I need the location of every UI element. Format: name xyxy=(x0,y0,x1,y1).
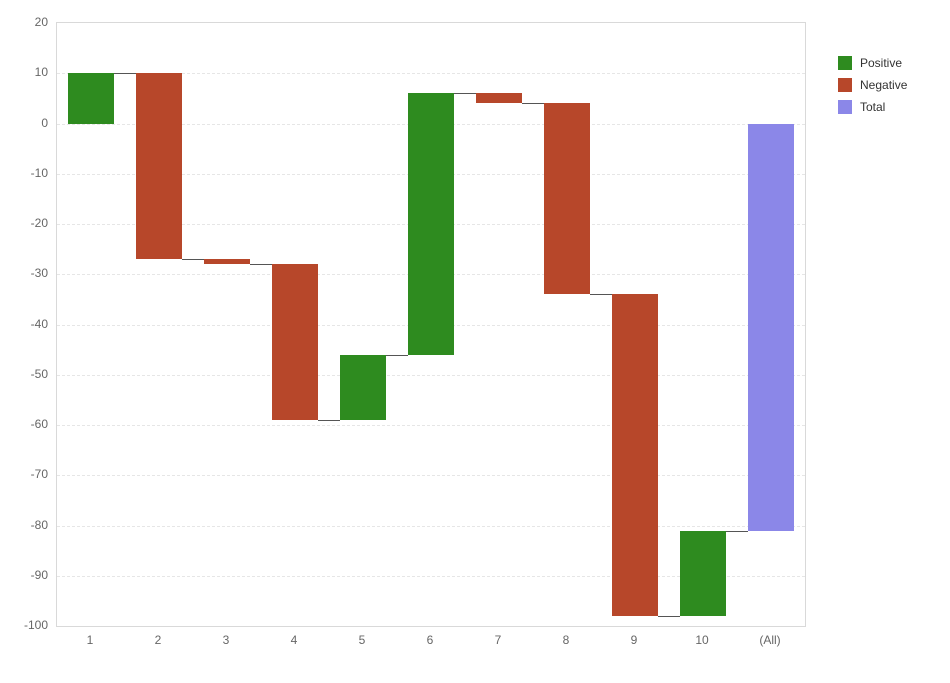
y-tick-label: -50 xyxy=(0,367,48,381)
y-tick-label: -70 xyxy=(0,467,48,481)
connector-line xyxy=(726,531,748,532)
x-tick-label: 2 xyxy=(155,633,162,647)
x-tick-label: 1 xyxy=(87,633,94,647)
waterfall-bar[interactable] xyxy=(340,355,386,420)
waterfall-bar[interactable] xyxy=(68,73,114,123)
connector-line xyxy=(658,616,680,617)
waterfall-bar[interactable] xyxy=(408,93,454,354)
connector-line xyxy=(182,259,204,260)
y-tick-label: -90 xyxy=(0,568,48,582)
legend-swatch xyxy=(838,78,852,92)
gridline xyxy=(57,475,805,476)
connector-line xyxy=(522,103,544,104)
legend-label: Negative xyxy=(860,78,907,92)
x-tick-label: 5 xyxy=(359,633,366,647)
waterfall-bar[interactable] xyxy=(544,103,590,294)
y-tick-label: -60 xyxy=(0,417,48,431)
y-tick-label: 10 xyxy=(0,65,48,79)
connector-line xyxy=(386,355,408,356)
y-tick-label: -10 xyxy=(0,166,48,180)
x-tick-label: 10 xyxy=(695,633,708,647)
connector-line xyxy=(454,93,476,94)
gridline xyxy=(57,375,805,376)
y-tick-label: -80 xyxy=(0,518,48,532)
legend-swatch xyxy=(838,56,852,70)
waterfall-chart: -100-90-80-70-60-50-40-30-20-1001020 123… xyxy=(0,0,950,683)
y-tick-label: -40 xyxy=(0,317,48,331)
legend: Positive Negative Total xyxy=(838,56,907,122)
y-tick-label: 20 xyxy=(0,15,48,29)
y-tick-label: -30 xyxy=(0,266,48,280)
legend-item[interactable]: Total xyxy=(838,100,907,114)
waterfall-bar[interactable] xyxy=(748,124,794,531)
connector-line xyxy=(590,294,612,295)
x-tick-label: 3 xyxy=(223,633,230,647)
waterfall-bar[interactable] xyxy=(272,264,318,420)
waterfall-bar[interactable] xyxy=(476,93,522,103)
y-tick-label: -20 xyxy=(0,216,48,230)
waterfall-bar[interactable] xyxy=(680,531,726,616)
x-tick-label: 7 xyxy=(495,633,502,647)
x-tick-label: 4 xyxy=(291,633,298,647)
legend-swatch xyxy=(838,100,852,114)
legend-item[interactable]: Negative xyxy=(838,78,907,92)
y-tick-label: -100 xyxy=(0,618,48,632)
x-tick-label: (All) xyxy=(759,633,780,647)
waterfall-bar[interactable] xyxy=(204,259,250,264)
x-tick-label: 8 xyxy=(563,633,570,647)
gridline xyxy=(57,526,805,527)
connector-line xyxy=(114,73,136,74)
waterfall-bar[interactable] xyxy=(136,73,182,259)
connector-line xyxy=(318,420,340,421)
waterfall-bar[interactable] xyxy=(612,294,658,616)
legend-item[interactable]: Positive xyxy=(838,56,907,70)
plot-area xyxy=(56,22,806,627)
y-tick-label: 0 xyxy=(0,116,48,130)
connector-line xyxy=(250,264,272,265)
legend-label: Positive xyxy=(860,56,902,70)
legend-label: Total xyxy=(860,100,885,114)
gridline xyxy=(57,425,805,426)
x-tick-label: 9 xyxy=(631,633,638,647)
x-tick-label: 6 xyxy=(427,633,434,647)
